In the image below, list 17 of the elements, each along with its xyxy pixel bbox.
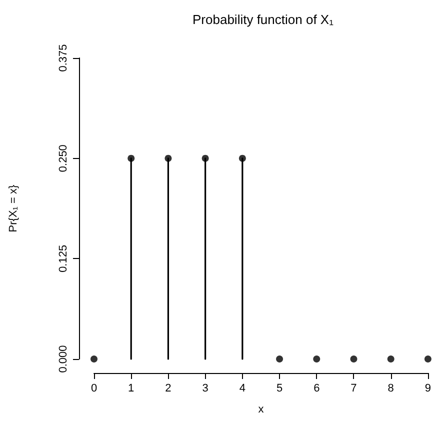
y-tick-label: 0.125 xyxy=(58,244,70,272)
x-tick-label: 1 xyxy=(128,382,134,394)
x-tick-label: 0 xyxy=(90,382,98,394)
x-tick-label: 9 xyxy=(424,382,432,394)
x-tick-label: 5 xyxy=(276,382,283,394)
x-tick-label: 6 xyxy=(314,382,320,394)
x-tick-label: 3 xyxy=(202,382,208,394)
y-axis-title: Pr{X₁ = x} xyxy=(8,184,20,232)
y-tick-label: 0.000 xyxy=(58,345,70,373)
y-tick-label: 0.250 xyxy=(58,144,70,172)
x-axis-title: x xyxy=(258,404,264,416)
y-tick-label: 0.375 xyxy=(58,44,70,72)
x-tick-label: 2 xyxy=(165,382,172,394)
chart-title: Probability function of X₁ xyxy=(192,12,334,27)
x-tick-label: 8 xyxy=(388,382,394,394)
x-tick-label: 4 xyxy=(239,382,246,394)
x-tick-label: 7 xyxy=(350,382,357,394)
